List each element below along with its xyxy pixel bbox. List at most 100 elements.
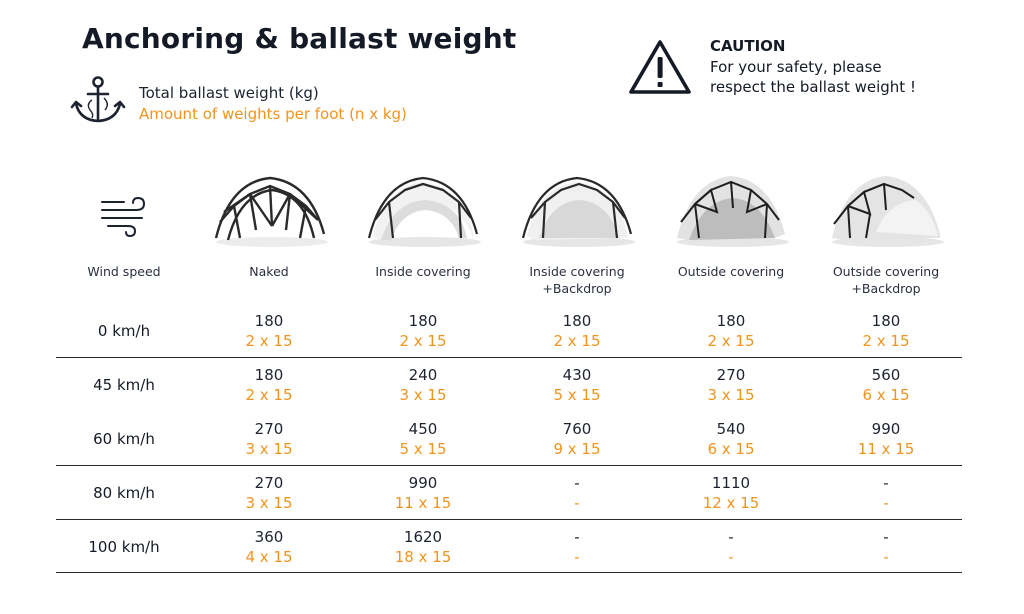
weights-per-foot: 2 x 15 — [245, 386, 293, 404]
weights-per-foot: 11 x 15 — [394, 494, 452, 512]
weights-per-foot: 4 x 15 — [245, 548, 293, 566]
ballast-weight: 180 — [254, 312, 284, 330]
row-label-wind-speed: 60 km/h — [93, 430, 155, 448]
col-header-wind-speed: Wind speed — [87, 264, 161, 279]
ballast-weight: 560 — [871, 366, 901, 384]
table-cell: 450 5 x 15 — [348, 419, 498, 459]
table-cell: 430 5 x 15 — [502, 365, 652, 405]
weights-per-foot: - — [574, 494, 580, 512]
weights-per-foot: - — [883, 494, 889, 512]
weights-per-foot: 2 x 15 — [707, 332, 755, 350]
table-cell: 180 2 x 15 — [194, 365, 344, 405]
table-cell: -- — [811, 527, 961, 567]
col-header-inside-covering: Inside covering — [348, 263, 498, 280]
table-cell: 240 3 x 15 — [348, 365, 498, 405]
dome-frame-naked-image — [214, 176, 328, 247]
caution-title: CAUTION — [710, 37, 786, 55]
col-header-label: Inside covering — [375, 264, 471, 279]
ballast-weight: 360 — [254, 528, 284, 546]
weights-per-foot: 3 x 15 — [399, 386, 447, 404]
table-cell: 270 3 x 15 — [194, 419, 344, 459]
weights-per-foot: 2 x 15 — [245, 332, 293, 350]
col-header-label: Naked — [249, 264, 289, 279]
ballast-weight: - — [574, 528, 580, 546]
row-divider — [56, 572, 962, 573]
table-cell: 990 11 x 15 — [811, 419, 961, 459]
col-header-outside-covering-backdrop: Outside covering +Backdrop — [811, 263, 961, 297]
ballast-weight: 180 — [871, 312, 901, 330]
ballast-weight: 270 — [254, 420, 284, 438]
table-cell: 990 11 x 15 — [348, 473, 498, 513]
dome-outside-covering-backdrop-image — [832, 176, 944, 247]
anchor-icon — [70, 76, 126, 123]
table-cell: 760 9 x 15 — [502, 419, 652, 459]
weights-per-foot: 2 x 15 — [862, 332, 910, 350]
row-label-wind-speed: 0 km/h — [97, 322, 151, 340]
weights-per-foot: 3 x 15 — [245, 494, 293, 512]
table-cell: 360 4 x 15 — [194, 527, 344, 567]
row-label-wind-speed: 80 km/h — [93, 484, 155, 502]
weights-per-foot: 12 x 15 — [702, 494, 760, 512]
dome-outside-covering-image — [677, 176, 789, 247]
weights-per-foot: - — [574, 548, 580, 566]
ballast-weight: - — [883, 474, 889, 492]
col-header-sublabel: +Backdrop — [542, 281, 612, 296]
col-header-label: Inside covering — [529, 264, 625, 279]
col-header-sublabel: +Backdrop — [851, 281, 921, 296]
ballast-weight: - — [728, 528, 734, 546]
weights-per-foot: 2 x 15 — [399, 332, 447, 350]
table-cell: 180 2 x 15 — [811, 311, 961, 351]
col-header-inside-covering-backdrop: Inside covering +Backdrop — [502, 263, 652, 297]
ballast-weight: 240 — [408, 366, 438, 384]
table-cell: 180 2 x 15 — [656, 311, 806, 351]
ballast-weight: - — [883, 528, 889, 546]
dome-inside-covering-image — [367, 176, 481, 247]
weights-per-foot: 5 x 15 — [399, 440, 447, 458]
ballast-weight: 270 — [716, 366, 746, 384]
col-header-label: Outside covering — [832, 264, 940, 279]
table-cell: 270 3 x 15 — [656, 365, 806, 405]
ballast-weight: - — [574, 474, 580, 492]
legend-total-weight: Total ballast weight (kg) — [139, 84, 319, 102]
table-cell: -- — [502, 473, 652, 513]
table-cell: 180 2 x 15 — [502, 311, 652, 351]
caution-text-line-2: respect the ballast weight ! — [710, 78, 916, 96]
row-divider — [56, 465, 962, 466]
table-cell: 560 6 x 15 — [811, 365, 961, 405]
ballast-weight: 760 — [562, 420, 592, 438]
table-cell: -- — [656, 527, 806, 567]
ballast-weight: 450 — [408, 420, 438, 438]
weights-per-foot: 6 x 15 — [707, 440, 755, 458]
warning-triangle-icon — [629, 40, 691, 94]
weights-per-foot: 3 x 15 — [245, 440, 293, 458]
table-cell: -- — [502, 527, 652, 567]
table-cell: 540 6 x 15 — [656, 419, 806, 459]
col-header-outside-covering: Outside covering — [656, 263, 806, 280]
dome-inside-covering-backdrop-image — [521, 176, 635, 247]
table-cell: 1620 18 x 15 — [348, 527, 498, 567]
weights-per-foot: 11 x 15 — [857, 440, 915, 458]
row-label-wind-speed: 100 km/h — [88, 538, 160, 556]
ballast-weight: 990 — [408, 474, 438, 492]
page-title: Anchoring & ballast weight — [82, 22, 517, 55]
ballast-weight: 430 — [562, 366, 592, 384]
weights-per-foot: 9 x 15 — [553, 440, 601, 458]
table-cell: 180 2 x 15 — [194, 311, 344, 351]
table-cell: 270 3 x 15 — [194, 473, 344, 513]
table-cell: 1110 12 x 15 — [656, 473, 806, 513]
weights-per-foot: 2 x 15 — [553, 332, 601, 350]
table-cell: -- — [811, 473, 961, 513]
table-cell: 180 2 x 15 — [348, 311, 498, 351]
weights-per-foot: - — [728, 548, 734, 566]
row-label-wind-speed: 45 km/h — [93, 376, 155, 394]
row-divider — [56, 357, 962, 358]
weights-per-foot: 5 x 15 — [553, 386, 601, 404]
ballast-weight: 180 — [408, 312, 438, 330]
ballast-weight: 180 — [254, 366, 284, 384]
weights-per-foot: 18 x 15 — [394, 548, 452, 566]
weights-per-foot: 3 x 15 — [707, 386, 755, 404]
row-divider — [56, 519, 962, 520]
legend-weights-per-foot: Amount of weights per foot (n x kg) — [139, 105, 407, 123]
wind-icon — [101, 196, 146, 238]
ballast-weight: 1620 — [403, 528, 443, 546]
